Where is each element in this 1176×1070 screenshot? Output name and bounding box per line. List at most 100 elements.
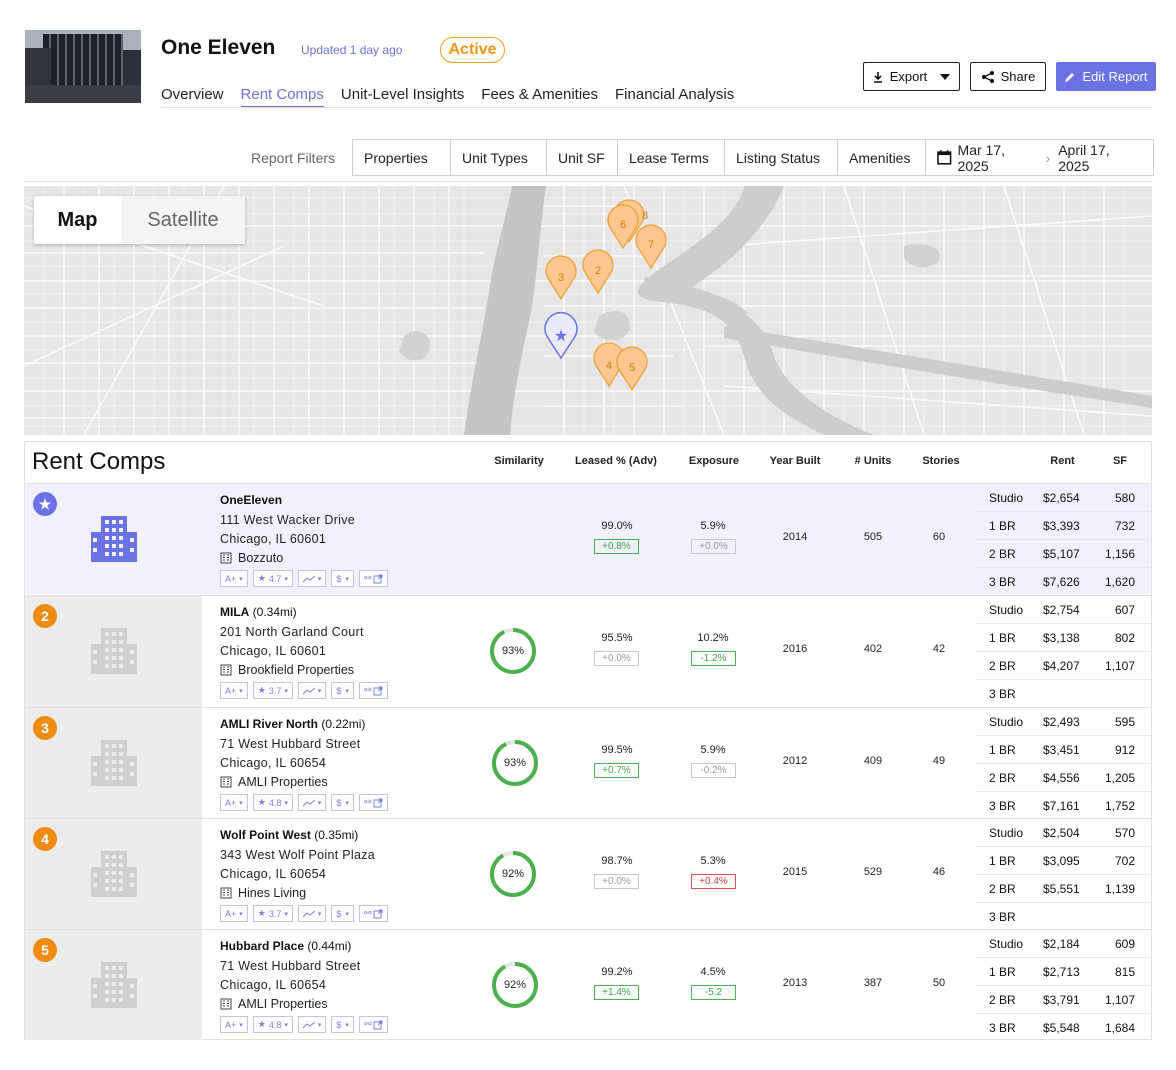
col-exposure[interactable]: Exposure	[688, 455, 740, 467]
map-mode-button[interactable]: Map	[57, 208, 98, 231]
filter-listing-status[interactable]: Listing Status	[725, 140, 838, 175]
rent-value: $5,548	[1043, 1021, 1080, 1035]
link-chip[interactable]: ⚯	[358, 794, 389, 811]
property-name[interactable]: MILA (0.34mi)	[220, 605, 297, 619]
grade-chip[interactable]: A+ ▾	[220, 905, 248, 922]
rating-chip[interactable]: ★ 4.7 ▾	[252, 570, 293, 587]
filter-properties[interactable]: Properties	[353, 140, 451, 175]
unit-type: 1 BR	[989, 519, 1016, 533]
property-name[interactable]: Wolf Point West (0.35mi)	[220, 828, 358, 842]
grade-chip[interactable]: A+ ▾	[220, 570, 248, 587]
rent-row[interactable]: 1 BR $3,095 702	[975, 847, 1151, 875]
rent-row[interactable]: 2 BR $3,791 1,107	[975, 986, 1151, 1014]
col-year-built[interactable]: Year Built	[769, 455, 821, 467]
rent-row[interactable]: Studio $2,754 607	[975, 596, 1151, 624]
map-marker-subject[interactable]: ★	[544, 311, 578, 360]
price-chip[interactable]: $ ▾	[331, 1016, 354, 1033]
grade-chip[interactable]: A+ ▾	[220, 1016, 248, 1033]
trend-chip[interactable]: ▾	[297, 570, 327, 587]
property-name[interactable]: OneEleven	[220, 493, 282, 507]
col-units[interactable]: # Units	[854, 455, 892, 467]
tab-financial-analysis[interactable]: Financial Analysis	[615, 86, 735, 103]
building-icon	[91, 628, 137, 674]
col-similarity[interactable]: Similarity	[494, 455, 544, 467]
rent-row[interactable]: 1 BR $3,393 732	[975, 512, 1151, 540]
table-row[interactable]: 3 AMLI River North (0.22mi) 71 West Hubbar…	[25, 707, 1151, 818]
price-chip[interactable]: $ ▾	[331, 682, 354, 699]
grade-value: A+	[225, 797, 237, 808]
tab-overview[interactable]: Overview	[161, 86, 224, 103]
rating-chip[interactable]: ★ 4.8 ▾	[252, 1016, 293, 1033]
rent-row[interactable]: 2 BR $4,207 1,107	[975, 652, 1151, 680]
rating-chip[interactable]: ★ 3.7 ▾	[252, 682, 293, 699]
grade-chip[interactable]: A+ ▾	[220, 794, 248, 811]
date-range-picker[interactable]: Mar 17, 2025 › April 17, 2025	[926, 140, 1153, 175]
map-marker-6[interactable]: 6	[607, 204, 639, 250]
tab-unit-level-insights[interactable]: Unit-Level Insights	[340, 86, 465, 103]
tab-rent-comps[interactable]: Rent Comps	[240, 86, 324, 107]
price-chip[interactable]: $ ▾	[331, 794, 354, 811]
filter-amenities[interactable]: Amenities	[838, 140, 926, 175]
table-row[interactable]: 2 MILA (0.34mi) 201 North Garland Court Chi…	[25, 595, 1151, 707]
sf-value: 609	[1114, 937, 1135, 951]
date-end: April 17, 2025	[1058, 141, 1110, 174]
rent-row[interactable]: 2 BR $5,551 1,139	[975, 875, 1151, 903]
property-name[interactable]: AMLI River North (0.22mi)	[220, 717, 365, 731]
rent-row[interactable]: 3 BR	[975, 680, 1151, 708]
price-chip[interactable]: $ ▾	[331, 570, 354, 587]
rent-row[interactable]: 3 BR $5,548 1,684	[975, 1014, 1151, 1042]
rating-chip[interactable]: ★ 3.7 ▾	[252, 905, 293, 922]
link-chip[interactable]: ⚯	[358, 570, 389, 587]
rent-row[interactable]: 3 BR	[975, 903, 1151, 931]
rent-row[interactable]: 2 BR $4,556 1,205	[975, 764, 1151, 792]
filter-unit-sf[interactable]: Unit SF	[547, 140, 618, 175]
rent-row[interactable]: 3 BR $7,161 1,752	[975, 792, 1151, 820]
filter-unit-types[interactable]: Unit Types	[451, 140, 547, 175]
filter-lease-terms[interactable]: Lease Terms	[618, 140, 725, 175]
map-marker-3[interactable]: 3	[545, 255, 577, 301]
col-stories[interactable]: Stories	[922, 455, 960, 467]
trend-chip[interactable]: ▾	[297, 905, 327, 922]
link-icon: ⚯	[363, 908, 372, 918]
rent-value: $3,451	[1043, 743, 1080, 757]
export-button[interactable]: Export	[863, 62, 960, 91]
rent-row[interactable]: Studio $2,184 609	[975, 930, 1151, 958]
col-leased[interactable]: Leased % (Adv)	[575, 455, 657, 467]
share-button[interactable]: Share	[970, 62, 1046, 91]
rent-row[interactable]: 1 BR $3,451 912	[975, 736, 1151, 764]
property-city: Chicago, IL 60654	[220, 756, 327, 770]
link-chip[interactable]: ⚯	[358, 1016, 389, 1033]
trend-chip[interactable]: ▾	[297, 682, 327, 699]
satellite-mode-button[interactable]: Satellite	[121, 196, 245, 244]
link-chip[interactable]: ⚯	[358, 682, 389, 699]
trend-chip[interactable]: ▾	[297, 794, 327, 811]
rating-value: 4.8	[268, 1019, 282, 1030]
rent-row[interactable]: Studio $2,654 580	[975, 484, 1151, 512]
trend-chip[interactable]: ▾	[297, 1016, 327, 1033]
rating-chip[interactable]: ★ 4.8 ▾	[252, 794, 293, 811]
map-view[interactable]: Map Satellite 8 6 7 3 2 ★ 4 5	[24, 186, 1152, 435]
rent-row[interactable]: 3 BR $7,626 1,620	[975, 568, 1151, 596]
map-marker-5[interactable]: 5	[616, 346, 648, 392]
tab-fees-amenities[interactable]: Fees & Amenities	[481, 86, 599, 103]
grade-chip[interactable]: A+ ▾	[220, 682, 248, 699]
rent-row[interactable]: 1 BR $3,138 802	[975, 624, 1151, 652]
exposure-delta: -0.2%	[691, 763, 736, 778]
edit-report-button[interactable]: Edit Report	[1056, 62, 1156, 91]
rent-row[interactable]: 2 BR $5,107 1,156	[975, 540, 1151, 568]
rent-row[interactable]: Studio $2,493 595	[975, 708, 1151, 736]
table-row[interactable]: 5 Hubbard Place (0.44mi) 71 West Hubbard S…	[25, 929, 1151, 1040]
col-sf[interactable]: SF	[1112, 455, 1128, 467]
table-row[interactable]: ★ OneEleven 111 West Wacker Drive Chicago,…	[25, 483, 1151, 594]
map-marker-2[interactable]: 2	[582, 249, 614, 295]
rent-row[interactable]: 1 BR $2,713 815	[975, 958, 1151, 986]
sf-value: 1,156	[1104, 547, 1135, 561]
table-row[interactable]: 4 Wolf Point West (0.35mi) 343 West Wolf P…	[25, 818, 1151, 929]
link-chip[interactable]: ⚯	[358, 905, 389, 922]
map-marker-7[interactable]: 7	[635, 224, 667, 270]
price-chip[interactable]: $ ▾	[331, 905, 354, 922]
marker-label: 8	[642, 210, 648, 222]
property-name[interactable]: Hubbard Place (0.44mi)	[220, 939, 351, 953]
col-rent[interactable]: Rent	[1050, 455, 1075, 467]
rent-row[interactable]: Studio $2,504 570	[975, 819, 1151, 847]
